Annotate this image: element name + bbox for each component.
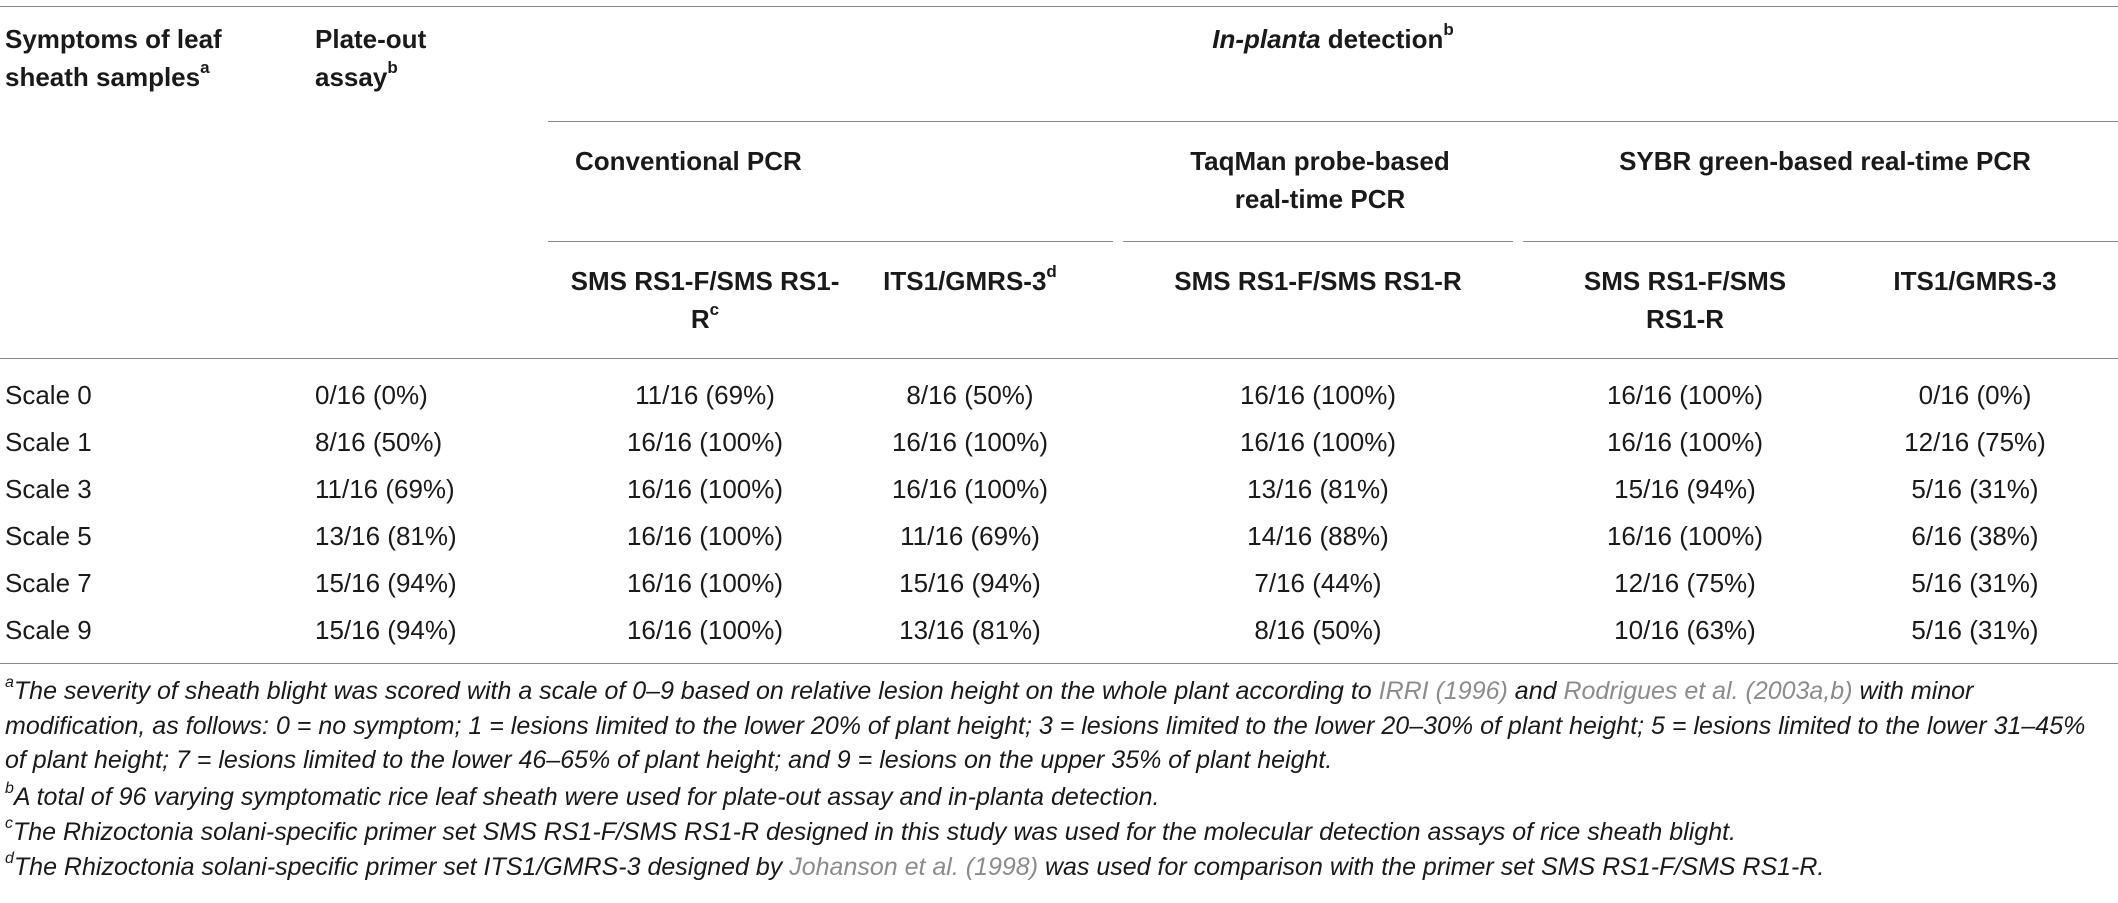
cell-scale: Scale 9 (5, 615, 92, 645)
reference-link-johanson[interactable]: Johanson et al. (1998) (789, 853, 1039, 881)
conventional-rule (548, 241, 1113, 242)
cell-sybr-sms: 16/16 (100%) (1606, 427, 1764, 457)
cell-sybr-sms: 10/16 (63%) (1614, 615, 1756, 645)
cell-plate-out: 15/16 (94%) (315, 568, 457, 598)
header-primer-taq-sms: SMS RS1-F/SMS RS1-R (1174, 266, 1462, 296)
cell-conv-sms: 11/16 (69%) (635, 380, 775, 410)
in-planta-rule (548, 121, 2118, 122)
cell-conv-sms: 16/16 (100%) (626, 615, 784, 645)
cell-scale: Scale 3 (5, 474, 92, 504)
cell-conv-sms: 16/16 (100%) (626, 521, 784, 551)
cell-plate-out: 15/16 (94%) (315, 615, 457, 645)
cell-taq-sms: 16/16 (100%) (1239, 427, 1397, 457)
header-plate-out: Plate-out assayb (315, 24, 427, 92)
cell-conv-its: 16/16 (100%) (891, 474, 1049, 504)
header-primer-conv-its: ITS1/GMRS-3d (883, 262, 1057, 296)
cell-sybr-sms: 16/16 (100%) (1606, 521, 1764, 551)
header-symptoms: Symptoms of leaf sheath samplesa (5, 24, 222, 92)
cell-conv-its: 13/16 (81%) (899, 615, 1041, 645)
cell-scale: Scale 1 (5, 427, 92, 457)
cell-sybr-sms: 15/16 (94%) (1614, 474, 1756, 504)
footnote-d: dThe Rhizoctonia solani-specific primer … (5, 849, 1825, 881)
cell-sybr-its: 5/16 (31%) (1911, 474, 2039, 504)
cell-sybr-its: 5/16 (31%) (1911, 615, 2039, 645)
cell-taq-sms: 14/16 (88%) (1247, 521, 1389, 551)
cell-plate-out: 13/16 (81%) (315, 521, 457, 551)
sybr-rule (1523, 241, 2118, 242)
cell-conv-its: 11/16 (69%) (900, 521, 1040, 551)
header-in-planta: In-planta detectionb (1212, 20, 1454, 54)
cell-conv-sms: 16/16 (100%) (626, 568, 784, 598)
cell-scale: Scale 5 (5, 521, 92, 551)
header-taqman: TaqMan probe-based real-time PCR (1190, 146, 1450, 214)
table-bottom-rule (0, 663, 2118, 664)
footnote-c: cThe Rhizoctonia solani-specific primer … (5, 814, 1736, 846)
reference-link-rodrigues[interactable]: Rodrigues et al. (2003a,b) (1563, 677, 1853, 705)
header-primer-sybr-its: ITS1/GMRS-3 (1893, 266, 2057, 296)
header-bottom-rule (0, 358, 2118, 359)
cell-conv-sms: 16/16 (100%) (626, 427, 784, 457)
footnote-b: bA total of 96 varying symptomatic rice … (5, 779, 1160, 811)
reference-link-irri[interactable]: IRRI (1996) (1378, 677, 1508, 705)
cell-plate-out: 11/16 (69%) (315, 474, 455, 504)
cell-sybr-its: 0/16 (0%) (1918, 380, 2032, 410)
cell-plate-out: 8/16 (50%) (315, 427, 443, 457)
taqman-rule (1123, 241, 1513, 242)
cell-taq-sms: 7/16 (44%) (1254, 568, 1382, 598)
cell-sybr-its: 12/16 (75%) (1904, 427, 2046, 457)
footnote-a: aThe severity of sheath blight was score… (5, 673, 2086, 774)
header-sybr: SYBR green-based real-time PCR (1619, 146, 2031, 176)
cell-conv-its: 16/16 (100%) (891, 427, 1049, 457)
header-conventional-pcr: Conventional PCR (575, 146, 802, 176)
header-primer-sybr-sms: SMS RS1-F/SMS RS1-R (1583, 266, 1787, 334)
cell-sybr-sms: 16/16 (100%) (1606, 380, 1764, 410)
cell-scale: Scale 0 (5, 380, 92, 410)
cell-conv-its: 8/16 (50%) (906, 380, 1034, 410)
cell-sybr-its: 6/16 (38%) (1911, 521, 2039, 551)
cell-taq-sms: 8/16 (50%) (1254, 615, 1382, 645)
cell-sybr-its: 5/16 (31%) (1911, 568, 2039, 598)
cell-conv-sms: 16/16 (100%) (626, 474, 784, 504)
cell-conv-its: 15/16 (94%) (899, 568, 1041, 598)
cell-taq-sms: 16/16 (100%) (1239, 380, 1397, 410)
cell-taq-sms: 13/16 (81%) (1247, 474, 1389, 504)
cell-sybr-sms: 12/16 (75%) (1614, 568, 1756, 598)
header-primer-conv-sms: SMS RS1-F/SMS RS1-Rc (570, 266, 840, 334)
top-rule (0, 6, 2118, 7)
cell-scale: Scale 7 (5, 568, 92, 598)
cell-plate-out: 0/16 (0%) (315, 380, 428, 410)
